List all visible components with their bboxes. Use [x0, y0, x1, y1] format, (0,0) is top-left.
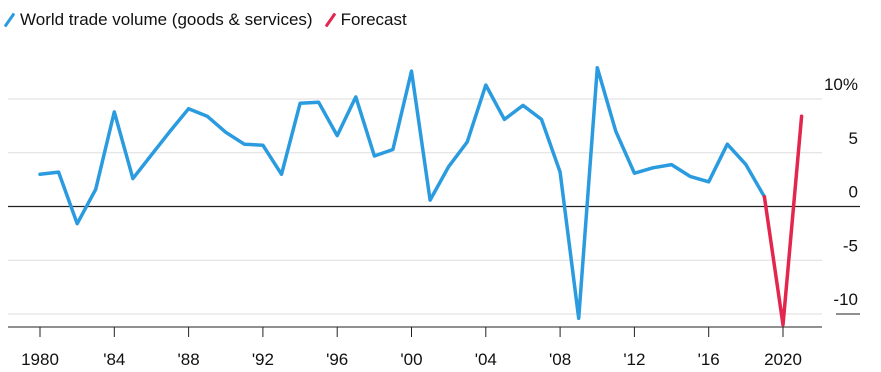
x-tick-label: '84 [103, 350, 125, 369]
x-tick-label: 2020 [764, 350, 802, 369]
y-tick-label: 5 [849, 129, 858, 148]
y-tick-label: -5 [843, 236, 858, 255]
legend-item-forecast: Forecast [324, 10, 407, 30]
tick-label-layer: 10% 5 0 -5 -10 1980 '84 '88 '92 '96 '00 '04 '08 '12 '1… [21, 75, 858, 369]
legend-item-world-trade: World trade volume (goods & services) [3, 10, 313, 30]
x-tick-label: '16 [698, 350, 720, 369]
chart-legend: World trade volume (goods & services) Fo… [3, 10, 423, 30]
y-tick-label: 0 [849, 183, 858, 202]
series-line-world-trade [38, 66, 767, 321]
x-tick-label: '92 [252, 350, 274, 369]
y-tick-label: -10 [833, 290, 858, 309]
x-tick-label: 1980 [21, 350, 59, 369]
legend-label-world-trade: World trade volume (goods & services) [20, 10, 313, 29]
series-line-forecast [762, 114, 804, 327]
x-tick-label: '12 [623, 350, 645, 369]
y-tick-label: 10% [824, 75, 858, 94]
legend-label-forecast: Forecast [340, 10, 407, 29]
x-tick-label: '96 [326, 350, 348, 369]
x-tick-label: '08 [549, 350, 571, 369]
x-tick-label: '88 [178, 350, 200, 369]
series-layer [38, 66, 804, 327]
x-tick-label: '04 [475, 350, 497, 369]
axis-layer [8, 205, 860, 337]
x-tick-label: '00 [400, 350, 422, 369]
